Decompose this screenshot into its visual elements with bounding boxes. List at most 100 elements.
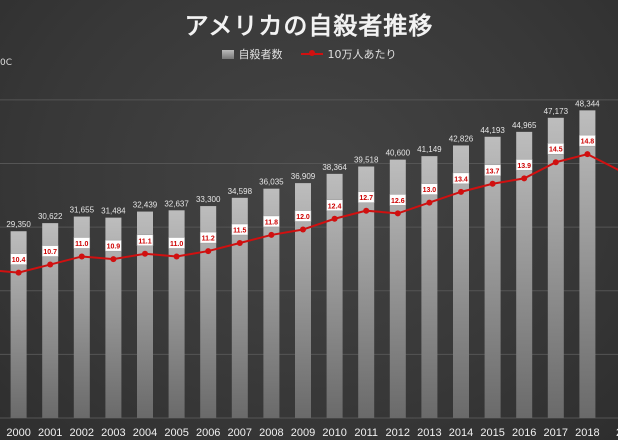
bar-value-label: 47,173 (544, 107, 569, 116)
line-label-box (357, 191, 375, 203)
bar (42, 223, 59, 418)
x-tick-label: 2003 (101, 427, 125, 439)
x-tick-label: 2004 (133, 427, 157, 439)
bar-value-label: 31,655 (70, 206, 95, 215)
line-point (489, 180, 496, 187)
axis-corner-label: 0C (0, 58, 13, 68)
line-value-label: 13.0 (423, 187, 437, 194)
line-value-label: 13.9 (517, 163, 531, 170)
bar (547, 117, 564, 419)
bar (358, 166, 375, 418)
line-value-label: 11.2 (202, 236, 215, 243)
line-point (521, 175, 528, 182)
line-value-label: 11.1 (138, 238, 151, 245)
chart-legend: 自殺者数 10万人あたり (0, 46, 618, 62)
line-label-box (168, 237, 185, 249)
bar-value-label: 40,600 (386, 149, 411, 158)
line-label-box (452, 172, 470, 185)
line-point (300, 226, 306, 233)
line-value-label: 14.5 (549, 147, 563, 154)
x-tick-label: 2001 (38, 427, 62, 439)
bar (231, 197, 248, 418)
line-label-box (484, 164, 501, 177)
line-value-label: 12.6 (391, 198, 405, 205)
line-label-box (41, 245, 59, 257)
x-tick-label: 2000 (6, 427, 30, 439)
line-value-label: 11.8 (265, 219, 278, 226)
bar (453, 145, 469, 419)
bar (105, 217, 122, 418)
line-value-label: 11.5 (233, 228, 246, 235)
bar-value-label: 48,344 (575, 99, 600, 108)
bar-value-label: 38,364 (322, 163, 347, 172)
line-value-label: 13.4 (454, 176, 468, 183)
bar-value-label: 32,439 (133, 201, 158, 210)
bar (389, 159, 406, 419)
x-tick-label: 2005 (164, 427, 188, 439)
line-label-box (231, 223, 249, 236)
line-label-box (547, 142, 565, 155)
legend-bar-swatch (221, 49, 234, 59)
x-tick-label: 2012 (386, 427, 410, 439)
x-tick-label: 2009 (291, 427, 315, 439)
x-tick-label: 2018 (575, 427, 599, 439)
bar (10, 231, 27, 418)
bar-value-label: 29,350 (6, 220, 31, 229)
line-label-box (105, 239, 122, 252)
bar (168, 210, 185, 418)
legend-bar-label: 自殺者数 (238, 48, 283, 61)
legend-line-swatch (300, 50, 323, 56)
line-point (15, 269, 22, 276)
bar (484, 136, 501, 418)
line-point (363, 207, 370, 214)
x-tick-label: 2002 (70, 427, 94, 439)
line-label-box (73, 237, 91, 249)
x-tick-label: 2 (616, 427, 618, 439)
line-value-label: 13.7 (486, 168, 500, 175)
line-point (268, 231, 275, 238)
bar (326, 173, 343, 418)
line-value-label: 11.0 (75, 241, 88, 248)
legend-line-label: 10万人あたり (327, 48, 397, 61)
bar (200, 206, 217, 418)
bar-value-label: 36,909 (291, 172, 316, 181)
x-tick-label: 2007 (228, 427, 252, 439)
bar (73, 216, 90, 418)
bar-value-label: 32,637 (164, 199, 189, 208)
x-tick-label: 2006 (196, 427, 220, 439)
line-point (47, 261, 54, 268)
bar-value-label: 44,193 (480, 126, 505, 135)
bar (137, 211, 153, 418)
line-label-box (326, 199, 343, 212)
bar-value-label: 41,149 (417, 145, 442, 154)
x-tick-label: 2013 (417, 427, 441, 439)
bar (516, 131, 533, 419)
line-label-box (263, 215, 280, 228)
bar-value-label: 44,965 (512, 121, 537, 130)
line-point (110, 256, 117, 263)
bar (263, 188, 280, 418)
line-point (458, 188, 464, 195)
line-point (584, 151, 591, 158)
line-point (142, 250, 148, 257)
bar-value-label: 42,826 (449, 134, 474, 143)
line-label-box (199, 231, 217, 244)
x-tick-label: 2016 (512, 427, 536, 439)
line-value-label: 14.8 (581, 139, 595, 146)
line-point (236, 240, 243, 246)
line-label-box (579, 134, 596, 147)
x-tick-label: 2014 (449, 427, 473, 439)
line-label-box (10, 253, 27, 265)
line-point (394, 210, 401, 217)
x-tick-label: 2010 (322, 427, 346, 439)
x-tick-label: 2011 (354, 427, 378, 439)
legend-item-line: 10万人あたり (300, 46, 397, 62)
bar (579, 110, 596, 419)
line-point (426, 199, 433, 206)
line-value-label: 10.9 (107, 244, 121, 251)
line-point (78, 253, 85, 260)
line-point (552, 159, 559, 166)
x-tick-label: 2017 (544, 427, 568, 439)
line-value-label: 10.4 (12, 257, 26, 264)
